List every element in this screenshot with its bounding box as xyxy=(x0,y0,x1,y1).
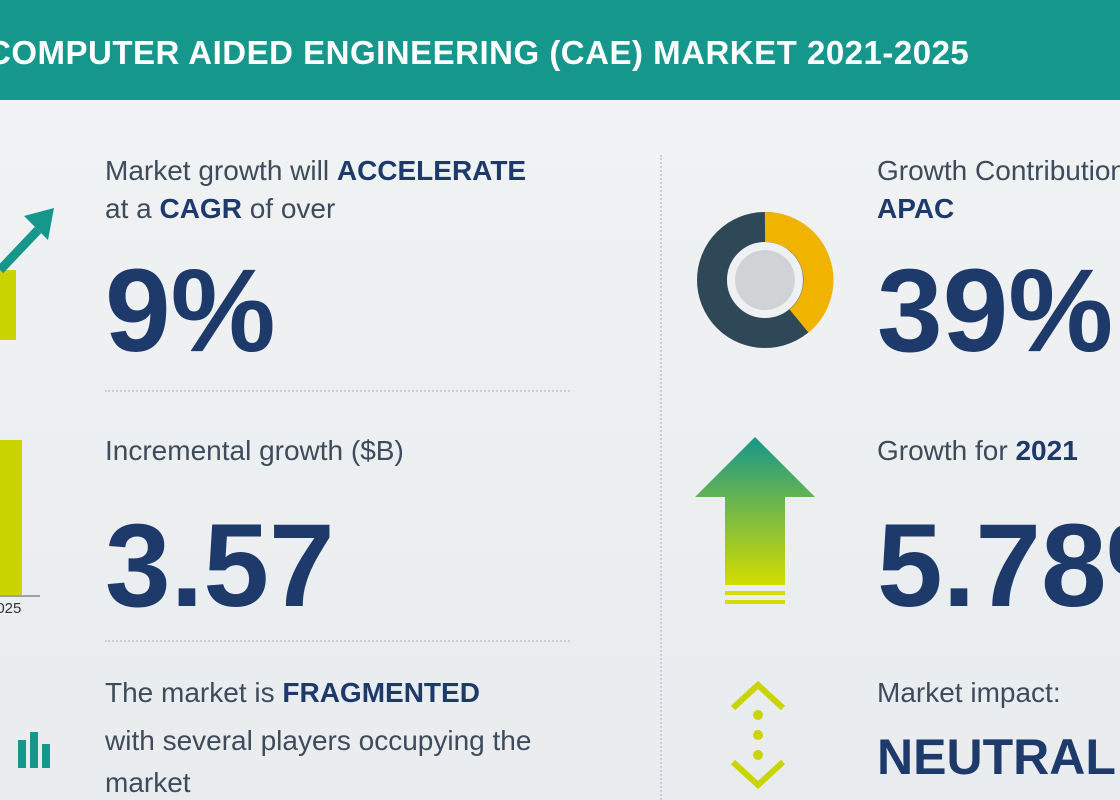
text: Market growth will xyxy=(105,155,330,186)
incremental-value: 3.57 xyxy=(105,500,335,632)
apac-value: 39% xyxy=(877,245,1114,377)
text: FRAGMENTED xyxy=(282,677,480,708)
title: COMPUTER AIDED ENGINEERING (CAE) MARKET … xyxy=(0,34,970,71)
arrow-line xyxy=(0,226,42,274)
text: ACCELERATE xyxy=(336,155,527,186)
impact-label: Market impact: xyxy=(877,677,1061,708)
cagr-text: Market growth will ACCELERATE xyxy=(105,155,526,187)
apac-label: Growth Contribution xyxy=(877,155,1120,186)
vendor-text: with several players occupying the marke… xyxy=(105,725,532,798)
cagr-value: 9% xyxy=(105,245,276,377)
vendor-icon xyxy=(18,732,50,768)
divider xyxy=(660,155,662,800)
incremental-label: Incremental growth ($B) xyxy=(105,435,404,466)
growth-text: Growth for 2021 xyxy=(877,435,1078,467)
vendor-text: The market is FRAGMENTED xyxy=(105,677,480,709)
text: of over xyxy=(249,193,336,224)
text: CAGR xyxy=(159,193,242,224)
donut-icon xyxy=(697,211,834,348)
left-decoration xyxy=(0,208,54,597)
text: 2021 xyxy=(1015,435,1078,466)
text: at a xyxy=(105,193,152,224)
text: The market is xyxy=(105,677,275,708)
arrow-head xyxy=(24,208,54,240)
divider xyxy=(105,390,570,392)
text: Growth for xyxy=(877,435,1008,466)
impact-value: NEUTRAL xyxy=(877,729,1116,785)
growth-value: 5.78% xyxy=(877,500,1120,632)
bar-icon xyxy=(0,270,16,340)
cagr-text: at a CAGR of over xyxy=(105,193,335,225)
divider xyxy=(105,640,570,642)
bar-icon xyxy=(0,440,22,595)
header-bar: COMPUTER AIDED ENGINEERING (CAE) MARKET … xyxy=(0,0,1120,100)
axis-label: 2025 xyxy=(0,600,22,617)
impact-icon xyxy=(730,680,786,790)
arrow-icon xyxy=(695,437,815,604)
apac-region: APAC xyxy=(877,193,955,224)
